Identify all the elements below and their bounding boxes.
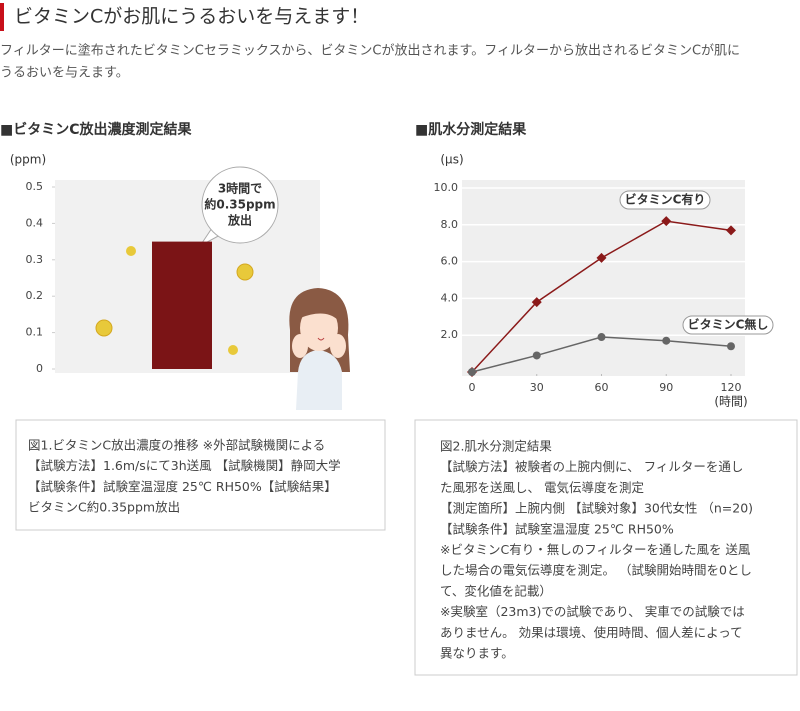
y-tick-label: 0.3 [26,253,44,266]
x-tick-label: 120 [721,381,742,394]
y-tick-label: 4.0 [441,291,459,304]
intro-text: フィルターに塗布されたビタミンCセラミックスから、ビタミンCが放出されます。フィ… [0,43,740,59]
plot-area [462,180,745,376]
x-axis-label: (時間) [714,395,747,409]
caption-line: 図2.肌水分測定結果 [440,439,552,454]
y-tick-label: 6.0 [441,255,459,268]
bar [152,241,212,369]
caption-box [15,419,386,531]
annotation: 約0.35ppm [204,197,275,212]
data-point [727,342,735,351]
y-tick-label: 0.2 [26,289,44,302]
x-tick-label: 30 [530,381,544,394]
legend-label: ビタミンC有り [625,192,706,207]
data-point [597,333,606,342]
x-tick-label: 90 [659,381,673,394]
data-point [726,225,736,236]
y-tick-label: 8.0 [441,218,459,231]
y-tick-label: 10.0 [434,181,459,194]
caption-line: た風邪を送風し、 電気伝導度を測定 [440,480,644,495]
annotation: 放出 [227,213,252,228]
legend-box [619,190,711,210]
data-point [661,216,672,227]
data-point [468,368,476,376]
chart-heading: ■ビタミンC放出濃度測定結果 [0,121,193,138]
y-axis-label: (μs) [440,153,463,167]
annotation-bubble [199,166,279,247]
y-tick-label: 0.4 [26,216,44,229]
data-point [532,351,541,360]
y-tick-label: 0.5 [26,180,44,193]
annotation: 3時間で [218,181,262,196]
x-tick-label: 0 [469,381,476,394]
caption-line: 【試験方法】被験者の上腕内側に、 フィルターを通し [440,459,743,474]
legend-label: ビタミンC無し [688,317,769,332]
caption-line: て、変化値を記載） [440,583,552,598]
page-title: ビタミンCがお肌にうるおいを与えます！ [14,6,369,28]
caption-line: ビタミンC約0.35ppm放出 [28,500,180,515]
title-accent [0,3,4,31]
decoration-dots [95,246,254,355]
y-tick-label: 0.1 [26,326,44,339]
caption-line: ※ビタミンC有り・無しのフィルターを通した風を 送風 [440,542,751,557]
caption-line: 【試験条件】試験室温湿度 25℃ RH50%【試験結果】 [28,479,337,494]
caption-line: 図1.ビタミンC放出濃度の推移 ※外部試験機関による [28,438,325,453]
y-axis-label: (ppm) [10,153,46,167]
y-tick-label: 2.0 [441,328,459,341]
caption-line: ありません。 効果は環境、使用時間、個人差によって [440,625,743,640]
data-point [596,252,607,263]
caption-box [414,419,798,676]
data-point [662,336,671,345]
caption-line: ※実験室（23m3)での試験であり、 実車での試験では [440,604,745,619]
legend-box [682,315,774,335]
caption-line: 【測定箇所】上腕内側 【試験対象】30代女性 （n=20) [440,501,753,516]
girl-illustration [289,288,350,410]
chart-heading: ■肌水分測定結果 [415,121,527,138]
caption-line: した場合の電気伝導度を測定。 （試験開始時間を0とし [440,563,752,578]
intro-text: うるおいを与えます。 [0,66,129,81]
data-point [531,297,542,308]
x-tick-label: 60 [595,381,609,394]
caption-line: 【試験方法】1.6m/sにて3h送風 【試験機関】静岡大学 [28,458,341,473]
caption-line: 異なります。 [440,646,514,661]
y-tick-label: 0 [36,362,43,375]
caption-line: 【試験条件】試験室温湿度 25℃ RH50% [440,521,674,536]
